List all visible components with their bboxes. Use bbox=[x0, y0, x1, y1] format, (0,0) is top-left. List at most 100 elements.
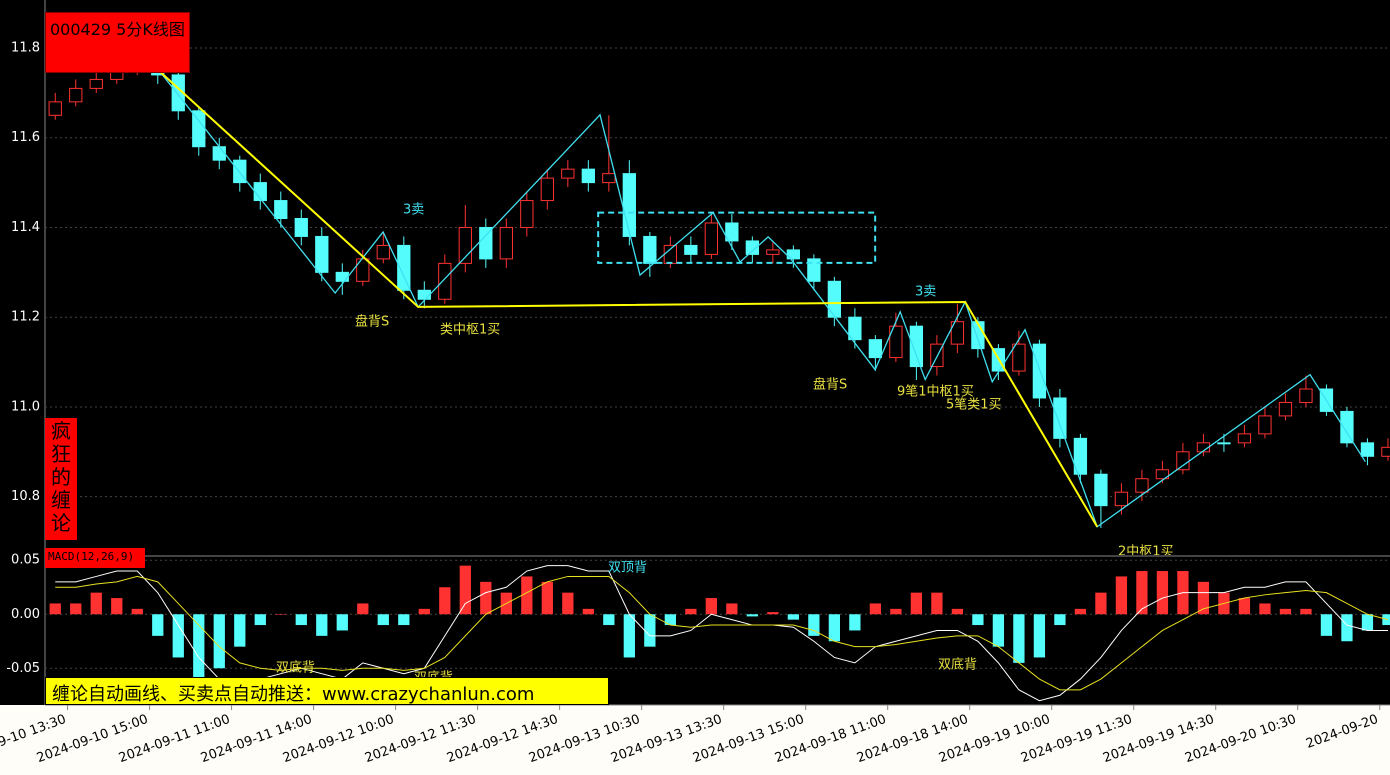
candle-body bbox=[1278, 401, 1293, 417]
candle-body bbox=[807, 258, 821, 282]
y-tick-label: 11.4 bbox=[11, 220, 40, 235]
macd-bar bbox=[849, 614, 861, 631]
macd-bar bbox=[131, 608, 143, 615]
dif-line bbox=[55, 565, 1388, 702]
macd-bar bbox=[1320, 614, 1333, 636]
candle-body bbox=[622, 173, 636, 237]
candle-body bbox=[1299, 388, 1313, 403]
annotation: 盘背S bbox=[813, 377, 847, 393]
candle-body bbox=[520, 200, 534, 228]
macd-bar bbox=[521, 576, 533, 615]
candle-body bbox=[335, 271, 349, 282]
candle-body bbox=[561, 168, 575, 179]
macd-bar bbox=[1074, 608, 1087, 615]
y-tick-label: 10.8 bbox=[11, 489, 40, 504]
macd-bar bbox=[439, 587, 451, 615]
candle-body bbox=[581, 168, 595, 184]
y-tick-label: 11.8 bbox=[11, 41, 40, 56]
macd-panel: 双顶背双底背双底背双底背 bbox=[45, 559, 1390, 702]
candle-body bbox=[540, 177, 554, 202]
macd-bar bbox=[1115, 576, 1128, 615]
y2-tick-label: 0.05 bbox=[11, 553, 40, 568]
macd-bar bbox=[910, 592, 923, 615]
indicator-label: MACD(12,26,9) bbox=[45, 548, 145, 568]
chart-title: 000429 5分K线图 bbox=[45, 12, 190, 73]
candle-body bbox=[663, 244, 677, 264]
y2-tick-label: -0.05 bbox=[6, 661, 40, 676]
macd-bar bbox=[1095, 592, 1107, 615]
candle-body bbox=[848, 316, 862, 341]
candle-body bbox=[89, 78, 103, 89]
candle-body bbox=[827, 280, 842, 318]
annotation: 双底背 bbox=[938, 657, 977, 673]
macd-bar bbox=[1054, 614, 1066, 626]
candle-body bbox=[868, 339, 883, 359]
candle-body bbox=[376, 244, 390, 260]
candle-body bbox=[1237, 433, 1252, 444]
candle-body bbox=[1073, 437, 1088, 475]
macd-bar bbox=[1341, 614, 1353, 642]
macd-bar bbox=[316, 614, 328, 636]
macd-bar bbox=[336, 614, 348, 631]
macd-bar bbox=[992, 614, 1005, 647]
macd-bar bbox=[377, 614, 389, 626]
annotation: 3卖 bbox=[915, 285, 936, 300]
candle-body bbox=[1258, 415, 1272, 435]
macd-bar bbox=[234, 614, 246, 647]
candle-body bbox=[212, 146, 226, 161]
candle-body bbox=[356, 258, 370, 282]
macd-bar bbox=[152, 614, 164, 636]
macd-bar bbox=[357, 603, 369, 615]
macd-bar bbox=[480, 581, 492, 615]
candle-body bbox=[684, 244, 698, 255]
macd-bar bbox=[49, 603, 61, 615]
macd-bar bbox=[193, 614, 205, 680]
segment-line bbox=[159, 71, 1099, 528]
macd-bar bbox=[541, 581, 553, 615]
y-tick-label: 11.2 bbox=[11, 310, 40, 325]
candle-body bbox=[1176, 451, 1190, 471]
macd-bar bbox=[603, 614, 615, 626]
candle-body bbox=[294, 218, 308, 237]
annotation: 5笔类1买 bbox=[946, 397, 1002, 413]
macd-bar bbox=[295, 614, 307, 626]
y-tick-label: 11.0 bbox=[11, 399, 40, 414]
candle-body bbox=[499, 226, 513, 260]
macd-bar bbox=[459, 565, 471, 615]
banner: 缠论自动画线、买卖点自动推送：www.crazychanlun.com bbox=[45, 677, 609, 705]
macd-bar bbox=[828, 614, 841, 642]
macd-bar bbox=[213, 614, 225, 669]
macd-bar bbox=[172, 614, 184, 658]
macd-bar bbox=[685, 608, 697, 615]
candle-body bbox=[909, 325, 924, 368]
macd-bar bbox=[705, 598, 717, 615]
annotation: 双底背 bbox=[276, 660, 315, 676]
macd-bar bbox=[1361, 614, 1374, 631]
candle-body bbox=[704, 222, 719, 255]
candle-body bbox=[397, 244, 411, 291]
macd-bar bbox=[254, 614, 266, 626]
candle-body bbox=[438, 262, 452, 300]
candle-body bbox=[1135, 478, 1149, 493]
side-label: 疯狂的缠论 bbox=[45, 418, 77, 540]
candle-body bbox=[643, 235, 657, 264]
macd-bar bbox=[972, 614, 984, 626]
candle-body bbox=[274, 200, 288, 220]
macd-bar bbox=[562, 592, 574, 615]
candle-body bbox=[1381, 446, 1390, 457]
macd-bar bbox=[664, 614, 676, 626]
x-tick-label: 2024-09-20 bbox=[1304, 712, 1380, 752]
candle-body bbox=[69, 87, 83, 103]
macd-bar bbox=[869, 603, 882, 615]
candle-body bbox=[766, 249, 780, 255]
macd-bar bbox=[808, 614, 820, 636]
y2-tick-label: 0.00 bbox=[11, 607, 40, 622]
annotation: 9笔1中枢1买 bbox=[897, 384, 974, 400]
annotation: 2中枢1买 bbox=[1118, 545, 1174, 560]
candle-body bbox=[1094, 473, 1108, 507]
macd-bar bbox=[70, 603, 82, 615]
y-tick-label: 11.6 bbox=[11, 130, 40, 145]
candle-body bbox=[48, 101, 62, 116]
